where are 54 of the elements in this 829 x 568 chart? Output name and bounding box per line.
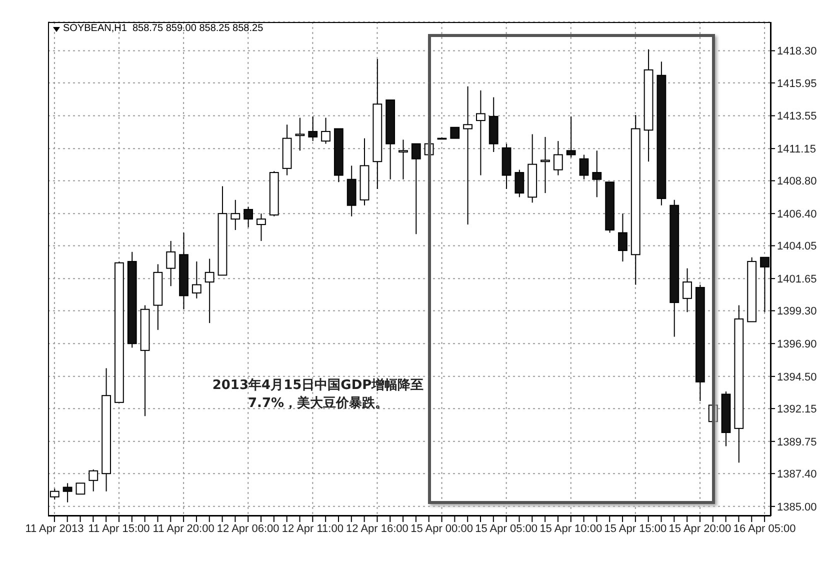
candlestick bbox=[166, 240, 176, 287]
y-tick-label: 1389.75 bbox=[777, 436, 817, 448]
y-tick-label: 1401.65 bbox=[777, 273, 817, 286]
candlestick bbox=[192, 260, 202, 299]
candlestick bbox=[514, 169, 524, 198]
candlestick bbox=[566, 116, 576, 158]
x-tick-label: 15 Apr 00:00 bbox=[410, 522, 473, 535]
candlestick bbox=[88, 468, 98, 492]
x-tick-label: 15 Apr 05:00 bbox=[475, 522, 538, 535]
y-tick-label: 1404.05 bbox=[777, 240, 817, 253]
candlestick bbox=[204, 258, 214, 324]
candlestick bbox=[398, 139, 408, 180]
x-tick-label: 12 Apr 06:00 bbox=[216, 522, 280, 535]
candlestick bbox=[256, 213, 266, 242]
candlestick bbox=[476, 90, 486, 176]
x-tick-label: 12 Apr 16:00 bbox=[346, 522, 408, 535]
y-tick-label: 1399.30 bbox=[777, 306, 817, 318]
y-tick-label: 1385.00 bbox=[777, 501, 817, 514]
x-tick-label: 12 Apr 11:00 bbox=[282, 522, 344, 535]
y-tick-label: 1411.15 bbox=[777, 143, 816, 156]
candlestick bbox=[308, 116, 318, 142]
candlestick bbox=[230, 199, 240, 230]
x-tick-label: 11 Apr 15:00 bbox=[88, 522, 150, 535]
candlestick bbox=[463, 86, 472, 226]
candlestick bbox=[244, 206, 254, 228]
y-tick-label: 1413.55 bbox=[777, 110, 817, 123]
candlestick bbox=[592, 150, 602, 198]
x-tick-label: 11 Apr 2013 bbox=[25, 522, 84, 535]
candlestick bbox=[76, 482, 86, 495]
y-tick-label: 1392.15 bbox=[777, 403, 817, 416]
candlestick bbox=[295, 117, 305, 152]
y-tick-label: 1415.95 bbox=[777, 78, 817, 90]
candlestick bbox=[62, 482, 72, 503]
x-tick-label: 16 Apr 05:00 bbox=[733, 522, 796, 535]
y-tick-label: 1408.80 bbox=[777, 176, 817, 188]
y-tick-label: 1387.40 bbox=[777, 468, 817, 480]
y-tick-label: 1406.40 bbox=[777, 208, 817, 220]
candlestick bbox=[618, 213, 628, 262]
x-tick-label: 11 Apr 20:00 bbox=[152, 522, 214, 535]
candlestick bbox=[540, 136, 550, 194]
candlestick bbox=[411, 143, 421, 235]
annotation: 2013年4月15日中国GDP增幅降至 7.7%，美大豆价暴跌。 bbox=[211, 377, 425, 412]
y-tick-label: 1394.50 bbox=[777, 371, 817, 384]
candlestick bbox=[450, 126, 460, 139]
x-tick-label: 15 Apr 15:00 bbox=[604, 522, 667, 535]
x-tick-label: 15 Apr 20:00 bbox=[668, 522, 732, 535]
candlestick bbox=[682, 268, 692, 313]
y-tick-label: 1418.30 bbox=[777, 46, 817, 58]
y-tick-label: 1396.90 bbox=[777, 338, 817, 350]
x-tick-label: 15 Apr 10:00 bbox=[540, 522, 602, 535]
candlestick bbox=[553, 140, 563, 176]
candlestick bbox=[579, 154, 589, 180]
candlestick bbox=[321, 117, 330, 144]
chart-title: SOYBEAN,H1 858.75 859.00 858.25 858.25 bbox=[63, 23, 264, 34]
